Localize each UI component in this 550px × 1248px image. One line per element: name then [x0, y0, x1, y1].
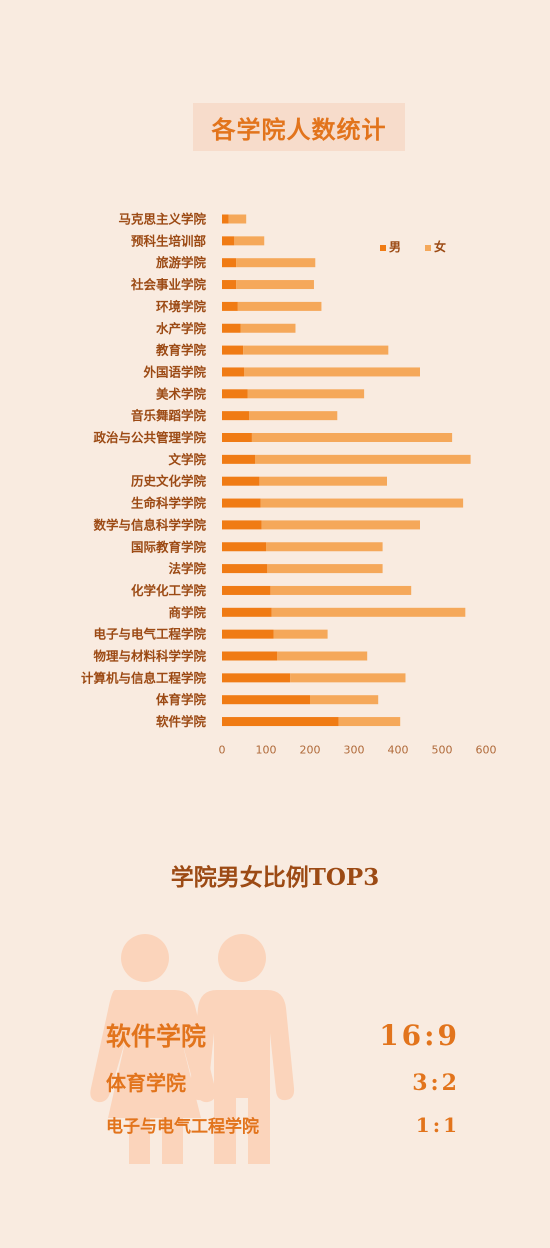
- bar-female: [338, 717, 401, 727]
- bar-female: [259, 476, 387, 486]
- top3-title: 学院男女比例TOP3: [170, 864, 380, 891]
- category-label: 文学院: [168, 452, 206, 467]
- bar-male: [222, 717, 339, 727]
- bar-female: [277, 651, 368, 661]
- x-tick-label: 400: [388, 744, 409, 757]
- category-label: 外国语学院: [142, 364, 206, 379]
- bar-male: [222, 695, 310, 705]
- category-label: 社会事业学院: [130, 277, 207, 292]
- category-label: 电子与电气工程学院: [93, 627, 206, 642]
- top3-item-ratio: 1:1: [415, 1113, 460, 1137]
- bar-male: [222, 280, 237, 290]
- category-label: 马克思主义学院: [118, 212, 206, 227]
- bar-male: [222, 323, 241, 333]
- bar-male: [222, 258, 237, 268]
- category-label: 环境学院: [156, 299, 207, 314]
- bar-male: [222, 673, 291, 683]
- bar-female: [251, 433, 453, 442]
- legend-label-female: 女: [434, 239, 446, 254]
- bar-female: [236, 280, 314, 290]
- category-label: 历史文化学院: [131, 474, 207, 489]
- category-label: 商学院: [168, 605, 206, 620]
- chart-title: 各学院人数统计: [211, 115, 387, 144]
- bar-male: [222, 629, 274, 639]
- bar-male: [222, 520, 262, 530]
- bar-male: [222, 498, 261, 508]
- bar-female: [267, 564, 383, 574]
- bar-male: [222, 585, 271, 595]
- bar-male: [222, 236, 235, 246]
- top3-item-1: 软件学院 16:9: [106, 1017, 460, 1053]
- category-label: 化学化工学院: [131, 583, 207, 598]
- bar-female: [234, 236, 265, 246]
- bar-female: [260, 498, 464, 508]
- bar-female: [255, 454, 471, 464]
- legend-swatch-male: [380, 245, 386, 251]
- category-label: 音乐舞蹈学院: [131, 408, 207, 423]
- category-label: 美术学院: [156, 386, 207, 401]
- top3-item-2: 体育学院 3:2: [106, 1067, 460, 1096]
- people-icon: [90, 934, 295, 1164]
- bar-male: [222, 411, 250, 421]
- x-tick-label: 0: [219, 744, 226, 757]
- x-tick-label: 300: [344, 744, 365, 757]
- bar-male: [222, 367, 244, 377]
- bar-male: [222, 389, 248, 399]
- bar-female: [243, 345, 389, 355]
- x-tick-label: 600: [476, 744, 497, 757]
- category-label: 教育学院: [155, 343, 207, 358]
- category-label: 数学与信息科学学院: [92, 517, 206, 532]
- bar-male: [222, 433, 252, 442]
- bar-male: [222, 476, 260, 486]
- category-label: 水产学院: [156, 321, 207, 336]
- bar-female: [266, 542, 383, 552]
- legend-label-male: 男: [389, 240, 401, 254]
- category-label: 物理与材料科学学院: [93, 649, 206, 664]
- bar-female: [236, 258, 316, 268]
- bar-male: [222, 214, 229, 224]
- bar-female: [237, 301, 322, 311]
- category-label: 法学院: [168, 561, 206, 576]
- x-tick-label: 100: [256, 744, 277, 757]
- category-label: 生命科学学院: [131, 496, 207, 511]
- bar-male: [222, 651, 277, 661]
- top3-item-name: 软件学院: [106, 1022, 207, 1051]
- bar-male: [222, 345, 244, 355]
- top3-item-3: 电子与电气工程学院 1:1: [106, 1112, 460, 1137]
- bar-female: [228, 214, 247, 224]
- bar-female: [271, 607, 466, 617]
- top3-item-name: 电子与电气工程学院: [106, 1117, 259, 1137]
- bar-female: [240, 323, 296, 333]
- bar-female: [290, 673, 406, 683]
- bar-male: [222, 454, 255, 464]
- x-tick-label: 200: [300, 744, 321, 757]
- bar-female: [270, 585, 412, 595]
- bar-chart: 马克思主义学院预科生培训部旅游学院社会事业学院环境学院水产学院教育学院外国语学院…: [81, 212, 497, 757]
- category-label: 预科生培训部: [131, 233, 207, 248]
- bar-male: [222, 564, 268, 574]
- category-label: 旅游学院: [155, 255, 207, 270]
- bar-female: [310, 695, 379, 705]
- category-label: 软件学院: [156, 714, 207, 729]
- bar-female: [244, 367, 420, 377]
- bar-female: [273, 629, 328, 639]
- category-label: 计算机与信息工程学院: [81, 670, 207, 685]
- bar-female: [249, 411, 338, 421]
- x-tick-label: 500: [432, 744, 453, 757]
- legend-swatch-female: [425, 245, 431, 251]
- top3-item-ratio: 3:2: [412, 1070, 460, 1096]
- top3-item-name: 体育学院: [106, 1071, 186, 1095]
- top3-item-ratio: 16:9: [379, 1019, 460, 1052]
- bar-female: [247, 389, 365, 399]
- bar-female: [261, 520, 420, 530]
- category-label: 国际教育学院: [131, 539, 207, 554]
- category-label: 政治与公共管理学院: [93, 430, 206, 445]
- bar-male: [222, 542, 266, 552]
- category-label: 体育学院: [156, 692, 207, 707]
- bar-male: [222, 301, 238, 311]
- chart-title-box: 各学院人数统计: [193, 103, 405, 151]
- bar-male: [222, 607, 272, 617]
